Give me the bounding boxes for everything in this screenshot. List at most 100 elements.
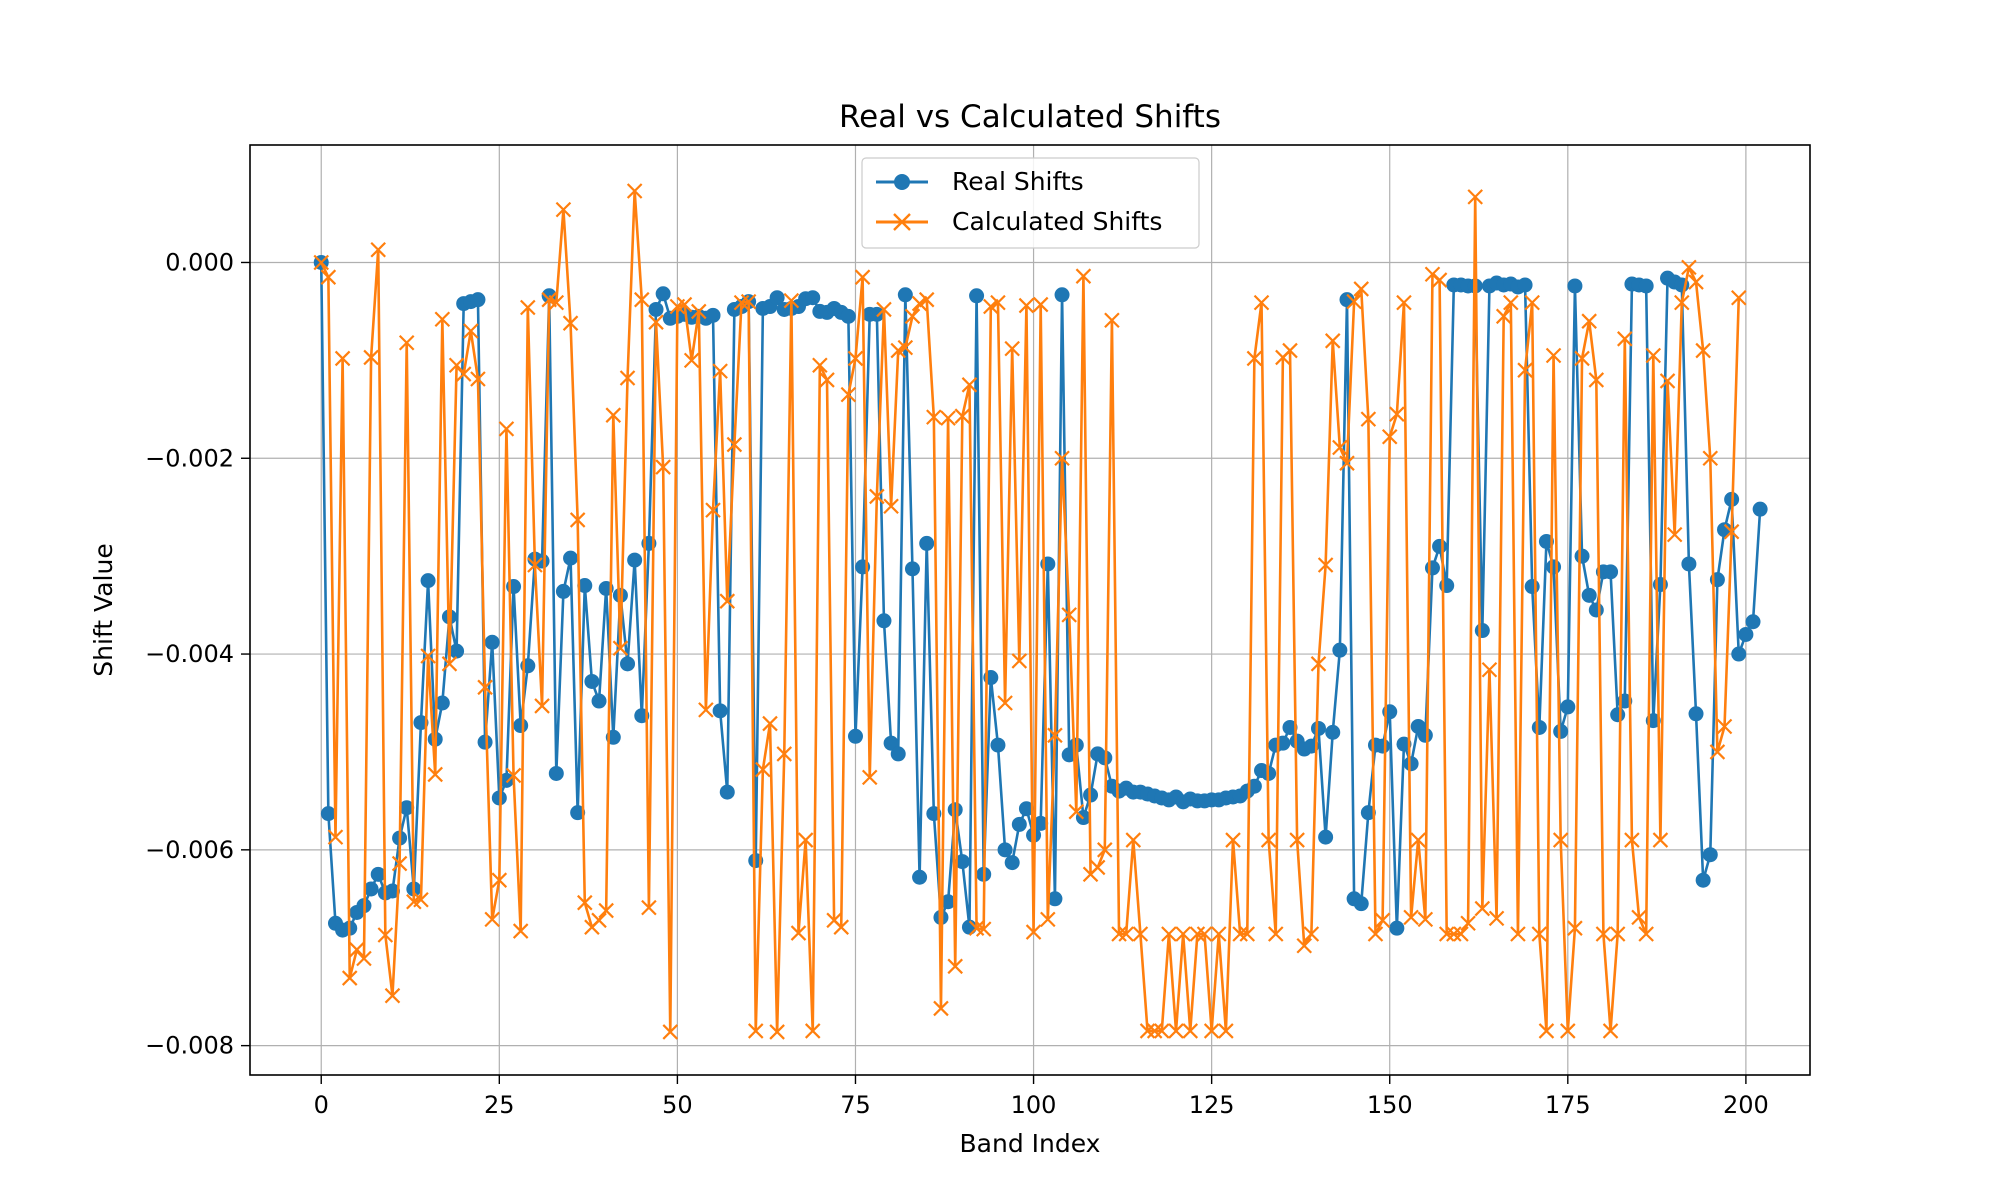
- series-line: [320, 189, 1741, 1034]
- data-point: [1232, 926, 1248, 942]
- plot-frame: [249, 144, 1811, 1076]
- x-tick-label: 75: [840, 1091, 871, 1119]
- data-point: [1624, 832, 1640, 848]
- data-point: [491, 872, 508, 888]
- data-point: [1360, 411, 1377, 427]
- data-point: [690, 303, 707, 320]
- data-point: [1695, 342, 1711, 359]
- data-point: [847, 728, 863, 744]
- series-1: [313, 183, 1747, 1040]
- data-point: [1139, 1023, 1156, 1039]
- data-point: [655, 286, 671, 302]
- data-point: [940, 410, 956, 426]
- data-point: [455, 366, 472, 382]
- data-point: [1631, 909, 1647, 926]
- data-point: [1175, 926, 1191, 942]
- data-point: [470, 292, 486, 308]
- data-point: [740, 293, 757, 310]
- data-point: [1253, 294, 1270, 311]
- y-tick-label: −0.002: [145, 444, 234, 472]
- data-point: [1097, 842, 1113, 858]
- data-point: [1011, 653, 1028, 669]
- data-point: [1040, 911, 1056, 928]
- data-point: [1709, 744, 1726, 760]
- y-tick-label: −0.008: [145, 1032, 234, 1060]
- grid: [250, 145, 1810, 1075]
- x-tick-label: 25: [484, 1091, 515, 1119]
- data-point: [1681, 556, 1697, 572]
- data-point: [712, 703, 728, 719]
- data-point: [1061, 607, 1077, 623]
- data-point: [904, 308, 921, 325]
- data-point: [1047, 727, 1063, 744]
- data-point: [1638, 926, 1654, 942]
- data-point: [676, 296, 693, 313]
- data-point: [840, 386, 857, 403]
- data-point: [1360, 805, 1376, 821]
- data-point: [577, 578, 593, 594]
- data-point: [320, 806, 336, 822]
- data-point: [975, 921, 992, 937]
- data-point: [755, 761, 771, 778]
- data-point: [413, 715, 429, 731]
- data-point: [1524, 579, 1540, 595]
- data-point: [1752, 501, 1768, 517]
- data-point: [477, 734, 493, 750]
- data-point: [1546, 559, 1562, 575]
- data-point: [1439, 578, 1455, 594]
- data-point: [847, 350, 864, 367]
- data-point: [1702, 450, 1719, 467]
- data-point: [1353, 281, 1370, 297]
- data-point: [1403, 909, 1419, 926]
- data-point: [626, 183, 643, 199]
- data-point: [1196, 926, 1213, 942]
- data-point: [1018, 801, 1034, 817]
- data-point: [883, 498, 899, 515]
- data-point: [1666, 526, 1683, 543]
- data-point: [563, 550, 579, 566]
- data-point: [1723, 523, 1740, 540]
- data-point: [1324, 333, 1341, 349]
- data-point: [1339, 455, 1355, 471]
- legend-marker-calculated: [893, 213, 911, 231]
- data-point: [1638, 278, 1654, 294]
- data-point: [399, 800, 415, 816]
- data-point: [513, 718, 529, 734]
- data-point: [434, 311, 451, 328]
- data-point: [377, 927, 394, 943]
- x-tick-label: 0: [314, 1091, 329, 1119]
- data-point: [1695, 872, 1711, 888]
- data-point: [1603, 564, 1619, 580]
- data-point: [463, 323, 479, 339]
- x-tick-label: 100: [1011, 1091, 1057, 1119]
- data-point: [520, 299, 536, 316]
- data-point: [1431, 272, 1448, 288]
- data-point: [577, 894, 593, 911]
- x-tick-label: 125: [1189, 1091, 1235, 1119]
- data-point: [947, 802, 963, 818]
- data-point: [1353, 896, 1369, 912]
- data-point: [484, 634, 500, 650]
- data-point: [954, 408, 971, 424]
- data-point: [1474, 623, 1490, 639]
- x-tick-label: 175: [1545, 1091, 1591, 1119]
- data-point: [598, 902, 614, 919]
- data-point: [1552, 832, 1569, 848]
- y-tick-label: −0.006: [145, 836, 234, 864]
- data-point: [1111, 926, 1127, 942]
- y-tick-label: 0.000: [165, 248, 234, 276]
- data-point: [719, 593, 736, 609]
- data-point: [313, 254, 330, 271]
- data-point: [1310, 720, 1326, 736]
- data-point: [1004, 340, 1020, 357]
- data-point: [1054, 287, 1070, 303]
- data-point: [1168, 1023, 1184, 1039]
- data-point: [1453, 926, 1469, 942]
- data-point: [349, 941, 365, 958]
- data-point: [869, 488, 885, 505]
- data-point: [1367, 926, 1384, 942]
- data-point: [876, 613, 892, 629]
- data-point: [890, 746, 906, 762]
- data-point: [790, 925, 807, 941]
